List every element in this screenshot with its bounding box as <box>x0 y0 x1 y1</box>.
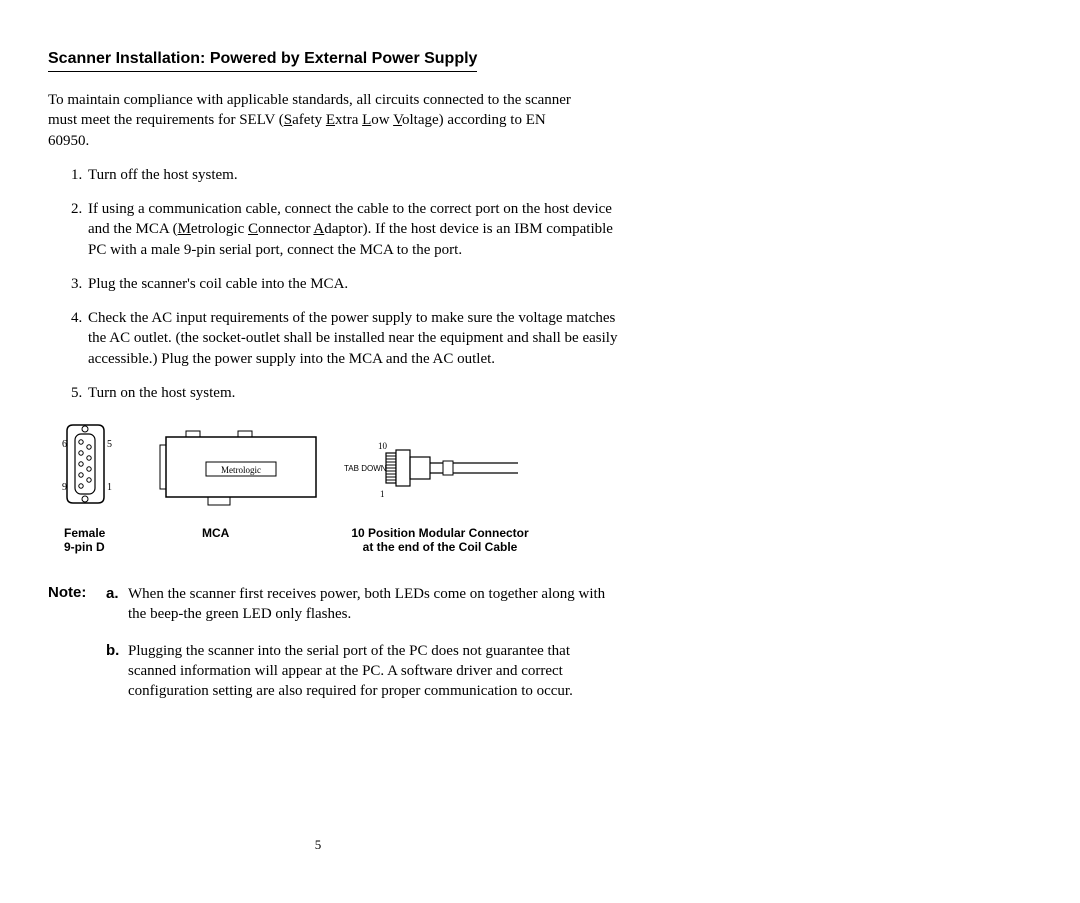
note-a-letter: a. <box>106 584 128 625</box>
label-mca: MCA <box>202 526 330 554</box>
mca-icon: Metrologic <box>160 431 316 505</box>
note-a-text: When the scanner first receives power, b… <box>128 584 608 625</box>
step-3: Plug the scanner's coil cable into the M… <box>86 274 626 294</box>
svg-text:1: 1 <box>107 482 112 493</box>
step2-m: M <box>178 221 191 237</box>
modular-connector-icon: 10 1 <box>378 441 518 499</box>
intro-v: V <box>393 112 402 128</box>
note-b-text: Plugging the scanner into the serial por… <box>128 641 608 702</box>
step2-onnector: onnector <box>258 221 313 237</box>
intro-l: L <box>362 112 371 128</box>
step2-etrologic: etrologic <box>191 221 248 237</box>
svg-text:9: 9 <box>62 482 67 493</box>
steps-list: Turn off the host system. If using a com… <box>48 165 626 403</box>
step-4: Check the AC input requirements of the p… <box>86 308 626 369</box>
tab-down-label: TAB DOWN <box>344 464 387 473</box>
svg-text:1: 1 <box>380 489 385 499</box>
diagram-labels: Female 9-pin D MCA 10 Position Modular C… <box>64 526 1032 554</box>
note-b-letter: b. <box>106 641 128 702</box>
female-dconnector-icon: 6 5 9 1 <box>62 425 112 503</box>
connector-diagram-svg: 6 5 9 1 Metrologic TAB DOWN 10 1 <box>48 417 528 517</box>
svg-text:Metrologic: Metrologic <box>221 465 261 475</box>
note-a: a. When the scanner first receives power… <box>106 584 608 625</box>
label-conn-2: at the end of the Coil Cable <box>330 540 550 554</box>
label-conn-1: 10 Position Modular Connector <box>330 526 550 540</box>
intro-afety: afety <box>292 112 326 128</box>
svg-text:10: 10 <box>378 441 388 451</box>
step2-c: C <box>248 221 258 237</box>
intro-s: S <box>284 112 292 128</box>
step-1: Turn off the host system. <box>86 165 626 185</box>
page-number: 5 <box>48 837 588 853</box>
intro-paragraph: To maintain compliance with applicable s… <box>48 90 578 151</box>
intro-e: E <box>326 112 335 128</box>
note-b: b. Plugging the scanner into the serial … <box>106 641 608 702</box>
step-2: If using a communication cable, connect … <box>86 199 626 260</box>
section-title: Scanner Installation: Powered by Externa… <box>48 50 477 72</box>
step2-a: A <box>313 221 324 237</box>
label-female-2: 9-pin D <box>64 540 202 554</box>
note-label: Note: <box>48 584 106 717</box>
label-female-1: Female <box>64 526 202 540</box>
diagram: 6 5 9 1 Metrologic TAB DOWN 10 1 <box>48 417 1032 554</box>
note-block: Note: a. When the scanner first receives… <box>48 584 608 717</box>
intro-xtra: xtra <box>335 112 362 128</box>
svg-text:6: 6 <box>62 439 67 450</box>
step-5: Turn on the host system. <box>86 383 626 403</box>
intro-ow: ow <box>371 112 393 128</box>
svg-text:5: 5 <box>107 439 112 450</box>
